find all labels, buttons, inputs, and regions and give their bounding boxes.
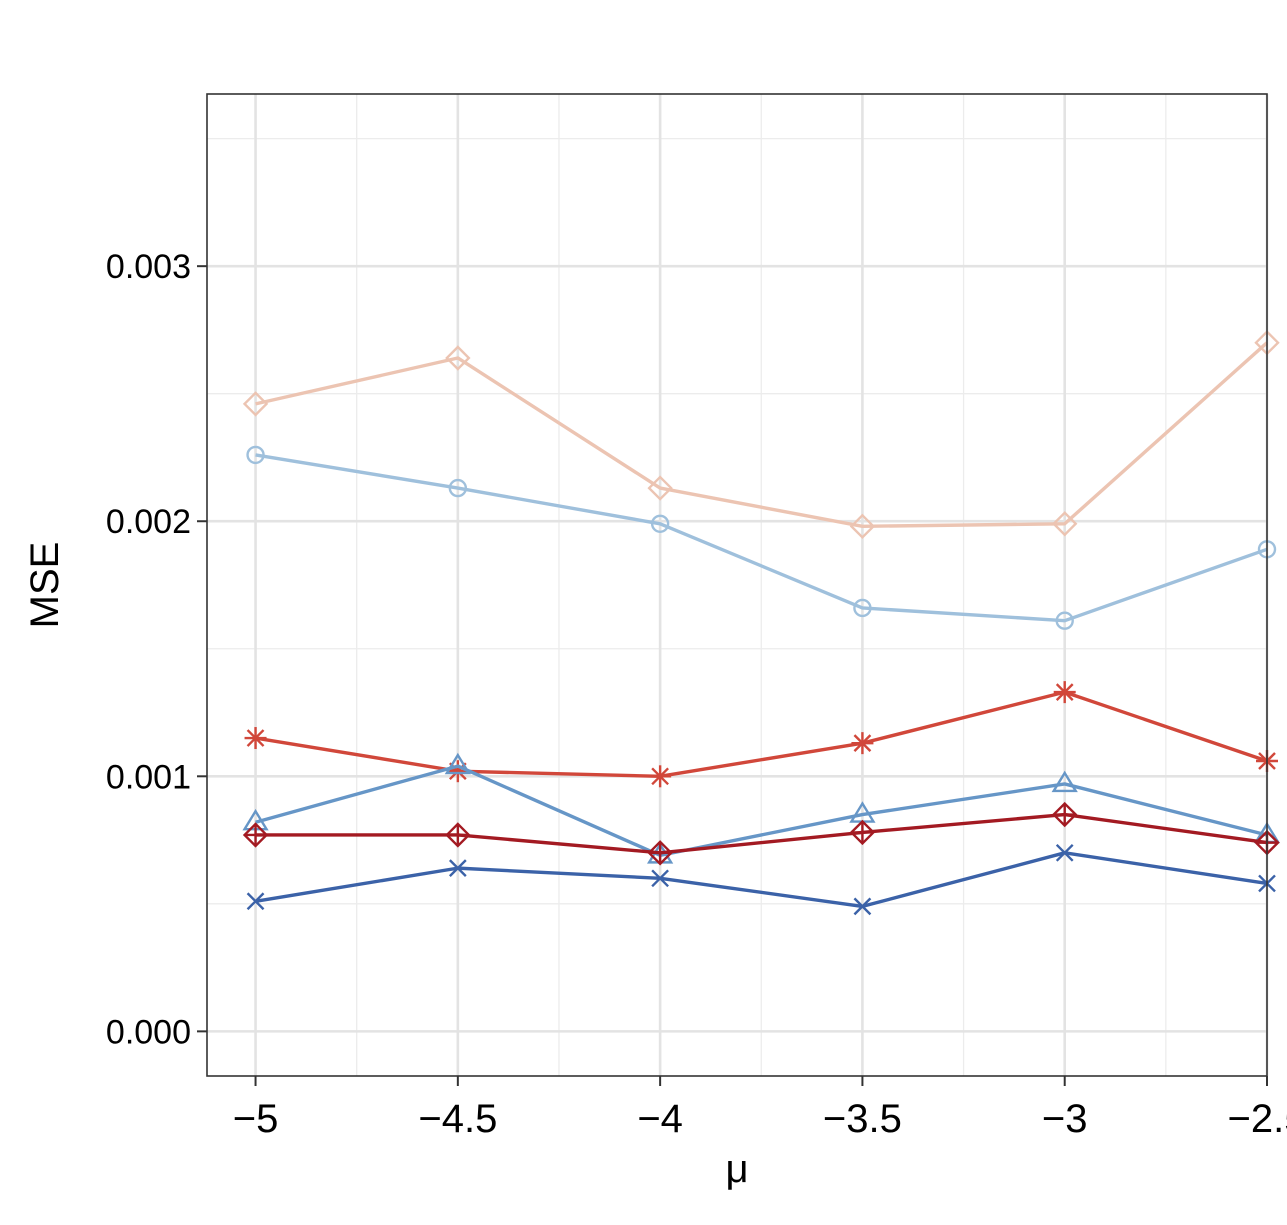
point-marker-asterisk	[851, 732, 874, 755]
x-tick-label: −3.5	[823, 1097, 902, 1141]
point-marker-x	[246, 892, 265, 911]
x-stroke-b	[246, 892, 265, 911]
point-marker-x	[853, 897, 872, 916]
point-marker-triangle	[444, 752, 471, 775]
x-axis-title: μ	[725, 1147, 748, 1191]
series-1	[242, 329, 1280, 540]
point-marker-diamond	[849, 513, 876, 540]
y-tick-label: 0.000	[106, 1013, 191, 1051]
circle-marker	[246, 445, 265, 465]
x-tick-label: −4.5	[418, 1097, 497, 1141]
y-tick-labels: 0.000 0.001 0.002 0.003	[106, 248, 191, 1051]
series-line	[255, 764, 1268, 858]
point-marker-circle	[246, 445, 265, 465]
point-marker-diamond-plus	[445, 822, 471, 848]
axis-ticks	[197, 265, 1268, 1086]
x-tick-label: −2.5	[1228, 1097, 1287, 1141]
x-stroke-b	[853, 897, 872, 916]
y-tick-label: 0.003	[106, 248, 191, 286]
series-3	[244, 681, 1278, 788]
circle-marker	[448, 478, 468, 498]
x-tick-label: −5	[233, 1097, 279, 1141]
point-marker-diamond	[242, 391, 269, 417]
triangle-marker	[444, 752, 471, 775]
triangle-marker	[1051, 770, 1078, 793]
major-grid	[207, 94, 1269, 1076]
x-tick-label: −3	[1042, 1097, 1088, 1141]
point-marker-diamond-plus	[849, 819, 876, 846]
series-2	[246, 445, 1277, 630]
x-tick-labels: −5 −4.5 −4 −3.5 −3 −2.5	[233, 1097, 1287, 1141]
circle-marker	[650, 514, 670, 533]
series-line	[255, 453, 1268, 623]
circle-marker	[1055, 611, 1074, 630]
point-marker-circle	[853, 598, 872, 618]
series-line	[255, 812, 1268, 855]
point-marker-asterisk	[244, 727, 267, 750]
series-6	[246, 843, 1276, 916]
series-line	[255, 341, 1269, 529]
series-line	[255, 851, 1268, 909]
point-marker-asterisk	[649, 765, 672, 788]
point-marker-diamond-plus	[242, 822, 269, 848]
circle-marker	[853, 598, 872, 618]
diamond-marker	[1052, 511, 1078, 537]
point-marker-diamond	[1052, 511, 1078, 537]
x-stroke-b	[448, 859, 467, 877]
diamond-marker	[849, 513, 876, 540]
point-marker-triangle	[1051, 770, 1078, 793]
point-marker-diamond-plus	[647, 840, 673, 866]
x-stroke-b	[1055, 843, 1074, 862]
x-tick-label: −4	[637, 1097, 683, 1141]
point-marker-x	[651, 869, 669, 888]
y-tick-label: 0.002	[106, 503, 191, 541]
series-line	[255, 690, 1268, 778]
y-axis-title: MSE	[23, 542, 67, 629]
point-marker-x	[448, 859, 467, 877]
point-marker-diamond	[445, 345, 471, 371]
point-marker-diamond	[647, 475, 673, 501]
point-marker-x	[1055, 843, 1074, 862]
diamond-marker	[445, 345, 471, 371]
x-stroke-b	[651, 869, 669, 888]
diamond-marker	[647, 475, 673, 501]
plot-panel-border	[206, 93, 1268, 1077]
point-marker-circle	[1055, 611, 1074, 630]
diamond-marker	[242, 391, 269, 417]
point-marker-asterisk	[1053, 681, 1076, 704]
point-marker-circle	[650, 514, 670, 533]
point-marker-diamond-plus	[1052, 801, 1078, 828]
point-marker-circle	[448, 478, 468, 498]
y-tick-label: 0.001	[106, 758, 191, 796]
